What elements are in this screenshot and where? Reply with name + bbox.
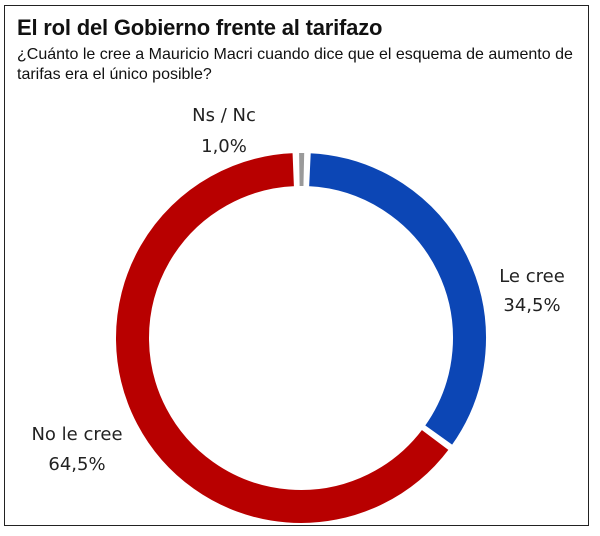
slice-label-le-cree-name: Le cree xyxy=(499,266,565,287)
donut-slice-no-le-cree xyxy=(114,151,452,525)
donut-slice-le-cree xyxy=(307,151,488,448)
slice-label-ns-nc-value: 1,0% xyxy=(201,136,247,157)
chart-title: El rol del Gobierno frente al tarifazo xyxy=(17,15,383,40)
slice-label-no-le-cree-name: No le cree xyxy=(31,424,122,445)
chart-frame xyxy=(4,5,589,526)
donut-slices xyxy=(114,151,488,525)
donut-slice-ns-nc xyxy=(297,151,307,189)
slice-label-le-cree-value: 34,5% xyxy=(503,295,560,316)
slice-label-ns-nc-name: Ns / Nc xyxy=(192,105,256,126)
chart-subtitle: ¿Cuánto le cree a Mauricio Macri cuando … xyxy=(17,46,573,83)
slice-label-no-le-cree-value: 64,5% xyxy=(48,454,105,475)
